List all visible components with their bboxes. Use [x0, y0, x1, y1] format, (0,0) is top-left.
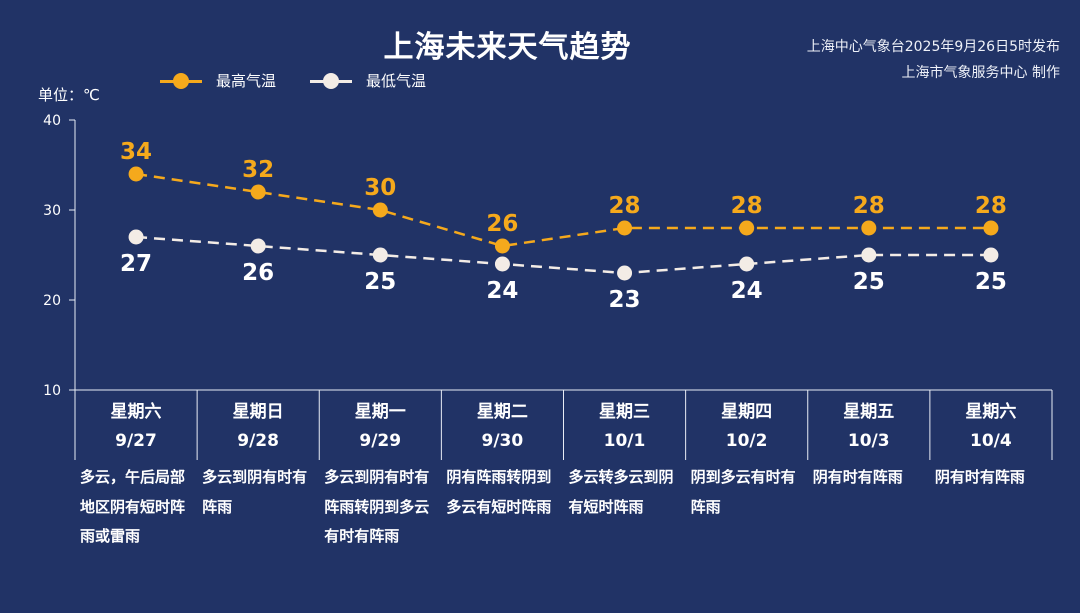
weather-description: 阴有时有阵雨 — [934, 468, 1025, 486]
weekday-label: 星期四 — [721, 402, 773, 422]
weather-description: 阴有阵雨转阴到多云有短时阵雨 — [446, 468, 552, 516]
day-column-label: 星期一 9/29 — [319, 398, 441, 456]
high-temp-label: 28 — [853, 193, 885, 219]
date-label: 9/29 — [359, 431, 402, 451]
weekday-label: 星期五 — [843, 402, 895, 422]
y-tick-label: 40 — [43, 113, 61, 129]
legend-item-low: 最低气温 — [310, 70, 426, 91]
weekday-label: 星期日 — [232, 402, 284, 422]
high-temp-label: 34 — [120, 139, 152, 165]
weather-description: 多云转多云到阴有短时阵雨 — [568, 468, 674, 516]
low-temp-label: 23 — [609, 287, 641, 313]
weekday-label: 星期三 — [599, 402, 650, 422]
legend-label-low: 最低气温 — [366, 72, 427, 90]
low-temp-point — [861, 247, 877, 263]
y-tick-label: 20 — [43, 293, 61, 309]
low-temp-point — [250, 238, 266, 254]
date-label: 10/1 — [603, 431, 646, 451]
low-temp-point — [983, 247, 999, 263]
high-temp-point — [250, 184, 266, 200]
date-label: 10/2 — [725, 431, 768, 451]
day-column-label: 星期六 9/27 — [75, 398, 197, 456]
unit-label: 单位：℃ — [38, 86, 100, 104]
low-temp-point — [494, 256, 510, 272]
date-label: 9/28 — [237, 431, 279, 451]
high-temp-point — [372, 202, 388, 218]
weekday-label: 星期二 — [476, 402, 528, 422]
weekday-label: 星期六 — [110, 402, 162, 422]
chart-title: 上海未来天气趋势 — [383, 30, 632, 65]
weather-description: 多云到阴有时有阵雨 — [202, 468, 308, 516]
day-column-label: 星期六 10/4 — [930, 398, 1052, 456]
high-temp-point — [494, 238, 510, 254]
low-temp-label: 25 — [364, 269, 396, 295]
day-column-label: 星期四 10/2 — [686, 398, 808, 456]
date-label: 10/4 — [970, 431, 1012, 451]
day-column-label: 星期日 9/28 — [197, 398, 319, 456]
source-line-1: 上海中心气象台2025年9月26日5时发布 — [806, 39, 1060, 55]
high-temp-label: 32 — [242, 157, 274, 183]
low-temp-point — [739, 256, 755, 272]
high-temp-point — [861, 220, 877, 236]
date-label: 10/3 — [847, 431, 890, 451]
low-temp-label: 25 — [975, 269, 1007, 295]
high-temp-label: 26 — [486, 211, 518, 237]
high-temp-point — [983, 220, 999, 236]
day-column-label: 星期五 10/3 — [808, 398, 930, 456]
y-tick-label: 10 — [43, 383, 61, 399]
high-temp-line — [135, 172, 991, 248]
low-temp-point — [372, 247, 388, 263]
high-temp-point — [128, 166, 144, 182]
date-label: 9/30 — [481, 431, 524, 451]
high-temp-label: 28 — [609, 193, 641, 219]
source-info: 上海中心气象台2025年9月26日5时发布 上海市气象服务中心 制作 — [807, 34, 1060, 86]
high-temp-label: 30 — [364, 175, 396, 201]
weather-description: 多云，午后局部地区阴有短时阵雨或雷雨 — [80, 468, 186, 545]
weekday-label: 星期一 — [354, 402, 406, 422]
legend-label-high: 最高气温 — [216, 72, 277, 90]
high-temp-point — [739, 220, 755, 236]
high-temp-label: 28 — [975, 193, 1007, 219]
low-temp-point — [617, 265, 633, 281]
day-column-label: 星期三 10/1 — [564, 398, 686, 456]
low-temp-label: 24 — [486, 278, 518, 304]
day-column-label: 星期二 9/30 — [441, 398, 563, 456]
weather-description: 阴有时有阵雨 — [812, 468, 903, 486]
y-tick-label: 30 — [43, 203, 61, 219]
low-temp-label: 24 — [731, 278, 763, 304]
low-temp-label: 26 — [242, 260, 274, 286]
low-temp-label: 25 — [853, 269, 885, 295]
weather-description: 阴到多云有时有阵雨 — [690, 468, 796, 516]
high-temp-label: 28 — [731, 193, 763, 219]
legend-item-high: 最高气温 — [160, 70, 276, 91]
source-line-2: 上海市气象服务中心 制作 — [901, 65, 1060, 81]
chart-legend: 最高气温 最低气温 — [160, 70, 426, 91]
date-label: 9/27 — [115, 431, 157, 451]
weekday-label: 星期六 — [965, 402, 1017, 422]
low-temp-point — [128, 229, 144, 245]
legend-swatch-low — [310, 72, 353, 89]
legend-swatch-high — [160, 72, 202, 89]
weather-description: 多云到阴有时有阵雨转阴到多云有时有阵雨 — [324, 468, 430, 545]
high-temp-point — [617, 220, 633, 236]
low-temp-label: 27 — [120, 251, 152, 277]
